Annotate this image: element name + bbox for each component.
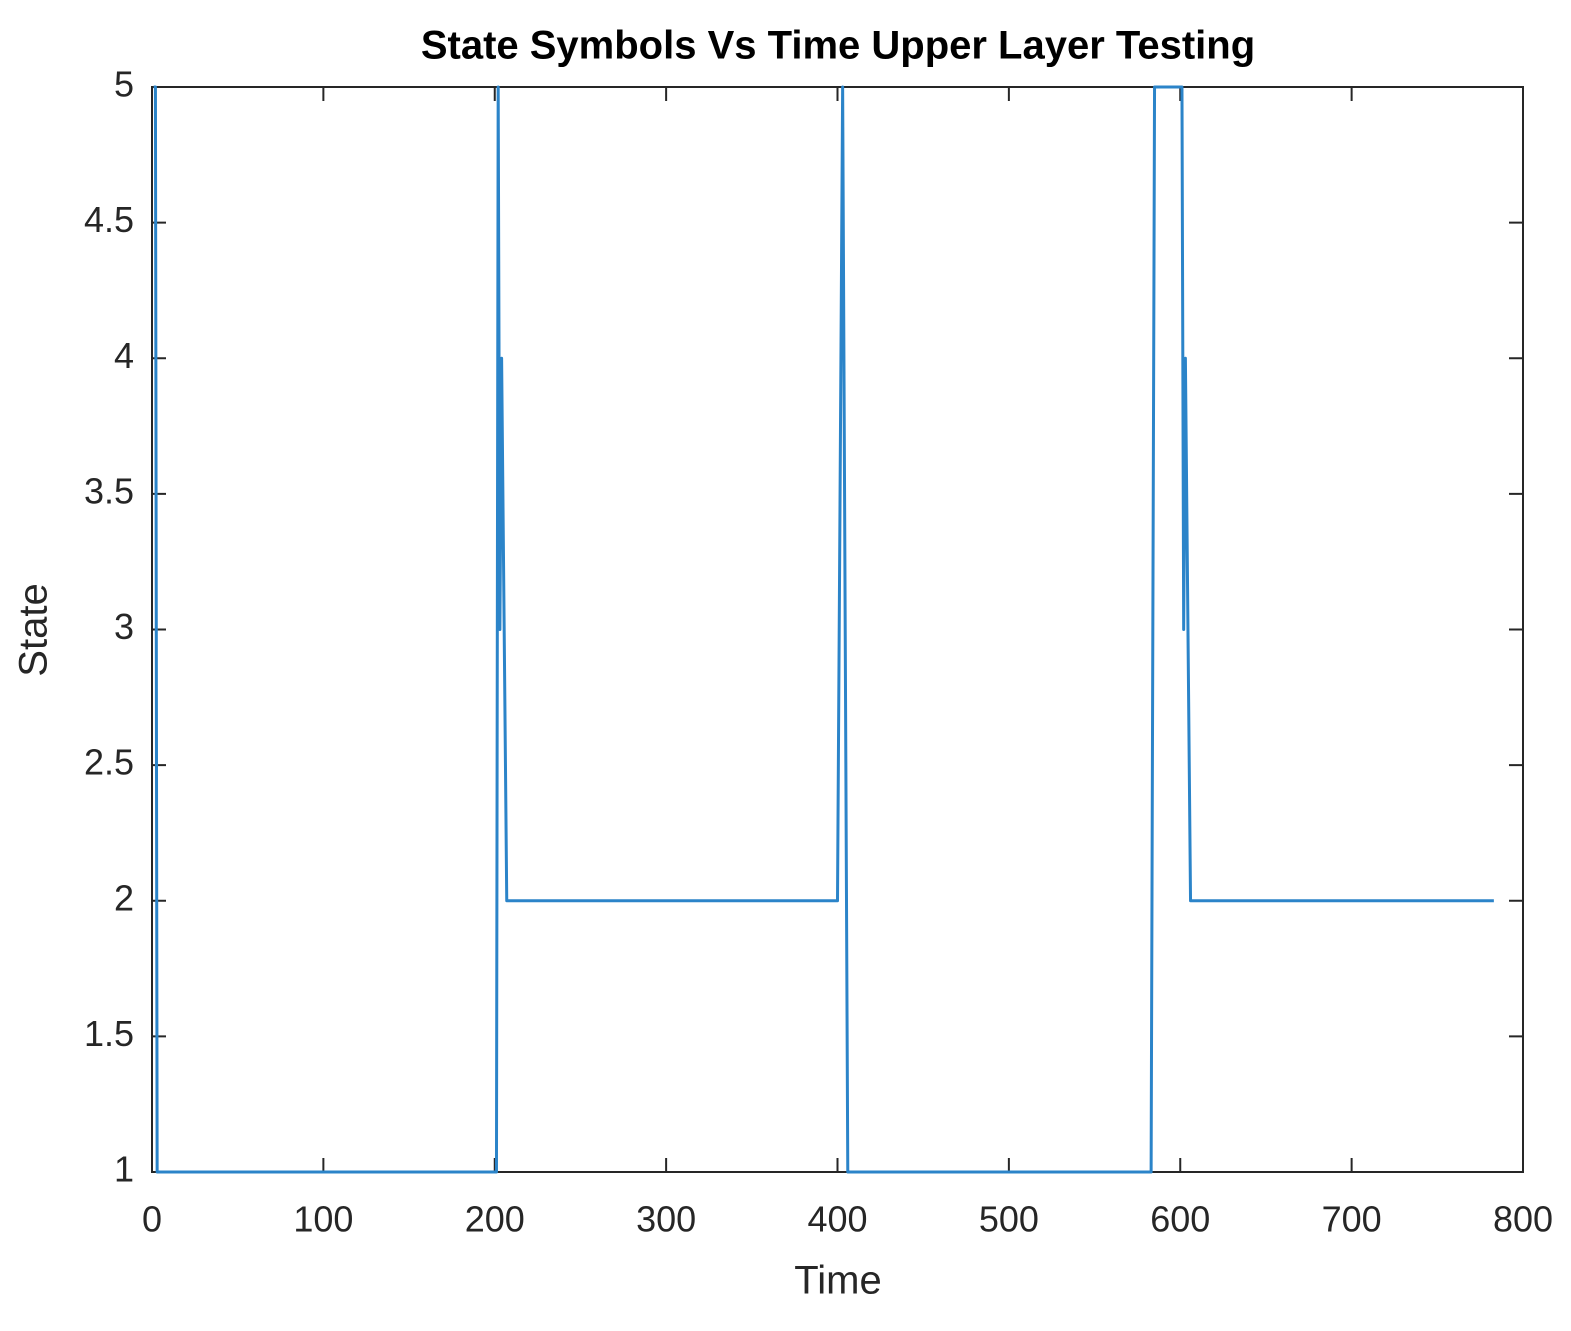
chart-title: State Symbols Vs Time Upper Layer Testin…: [421, 24, 1255, 68]
x-tick-label: 700: [1322, 1199, 1382, 1240]
x-tick-label: 600: [1150, 1199, 1210, 1240]
y-tick-label: 5: [114, 64, 134, 105]
x-tick-label: 100: [293, 1199, 353, 1240]
x-tick-label: 0: [142, 1199, 162, 1240]
y-tick-label: 1.5: [84, 1013, 134, 1054]
y-tick-label: 3.5: [84, 470, 134, 511]
y-tick-label: 2: [114, 877, 134, 918]
x-tick-label: 200: [465, 1199, 525, 1240]
y-tick-label: 4: [114, 335, 134, 376]
x-tick-label: 800: [1493, 1199, 1553, 1240]
plot-frame: [151, 86, 1524, 1173]
x-tick-label: 300: [636, 1199, 696, 1240]
y-tick-label: 1: [114, 1149, 134, 1190]
y-axis-label: State: [12, 583, 56, 676]
y-tick-label: 3: [114, 606, 134, 647]
x-tick-label: 400: [807, 1199, 867, 1240]
data-line: [153, 85, 1494, 1174]
y-tick-label: 4.5: [84, 199, 134, 240]
x-tick-label: 500: [979, 1199, 1039, 1240]
x-axis-label: Time: [794, 1259, 881, 1303]
y-tick-label: 2.5: [84, 742, 134, 783]
